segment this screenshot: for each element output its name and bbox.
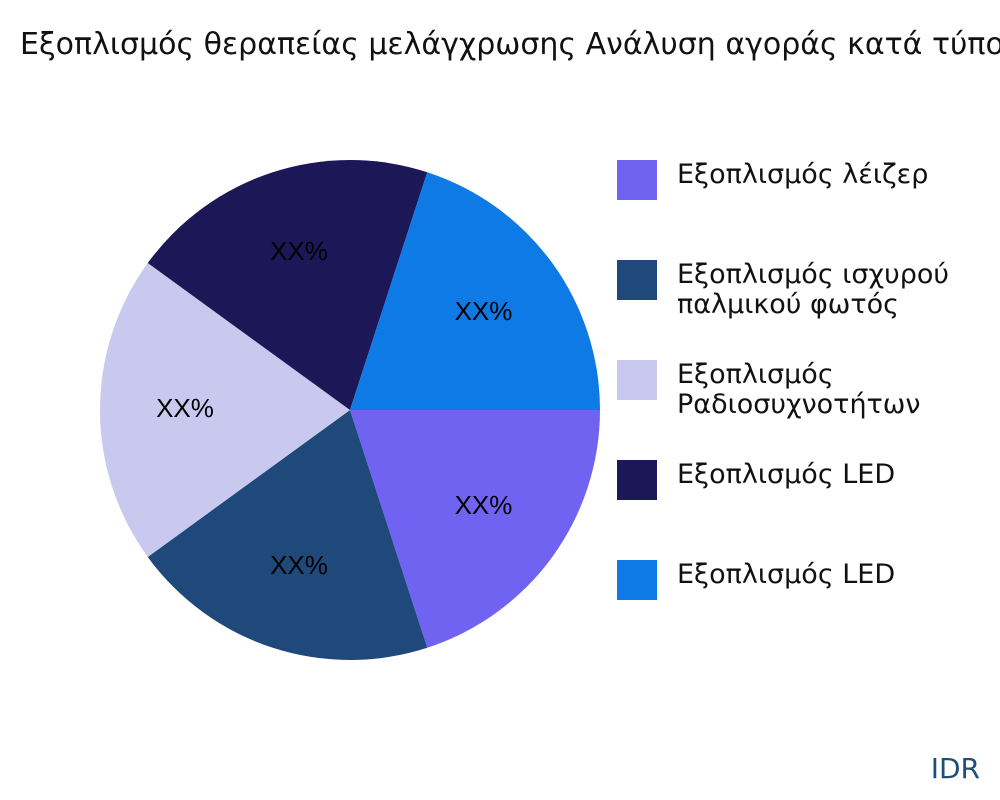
- legend-item: Εξοπλισμός LED: [617, 460, 997, 500]
- legend-label: Εξοπλισμός LED: [677, 559, 896, 590]
- slice-label: XX%: [455, 296, 513, 326]
- legend-item: Εξοπλισμός λέιζερ: [617, 160, 997, 200]
- slice-label: XX%: [270, 550, 328, 580]
- source-label: IDR: [930, 752, 980, 785]
- legend-item: Εξοπλισμός ισχυρού παλμικού φωτός: [617, 260, 997, 320]
- legend-swatch: [617, 160, 657, 200]
- legend-label: Εξοπλισμός LED: [677, 459, 896, 490]
- legend-swatch: [617, 560, 657, 600]
- slice-label: XX%: [270, 236, 328, 266]
- legend-item: Εξοπλισμός LED: [617, 560, 997, 600]
- pie-slice: [350, 410, 600, 648]
- pie-slice: [147, 160, 428, 410]
- legend-swatch: [617, 260, 657, 300]
- pie-slice: [147, 410, 428, 660]
- slice-label: XX%: [156, 393, 214, 423]
- pie-slice: [100, 263, 350, 557]
- legend-label: Εξοπλισμός λέιζερ: [677, 159, 929, 190]
- legend-swatch: [617, 460, 657, 500]
- legend-label: Εξοπλισμός ισχυρού παλμικού φωτός: [677, 259, 949, 320]
- chart-title: Εξοπλισμός θεραπείας μελάγχρωσης Ανάλυση…: [20, 27, 1000, 62]
- legend-swatch: [617, 360, 657, 400]
- pie-slice: [350, 172, 600, 410]
- legend-item: Εξοπλισμός Ραδιοσυχνοτήτων: [617, 360, 997, 420]
- slice-label: XX%: [455, 490, 513, 520]
- legend-label: Εξοπλισμός Ραδιοσυχνοτήτων: [677, 359, 921, 420]
